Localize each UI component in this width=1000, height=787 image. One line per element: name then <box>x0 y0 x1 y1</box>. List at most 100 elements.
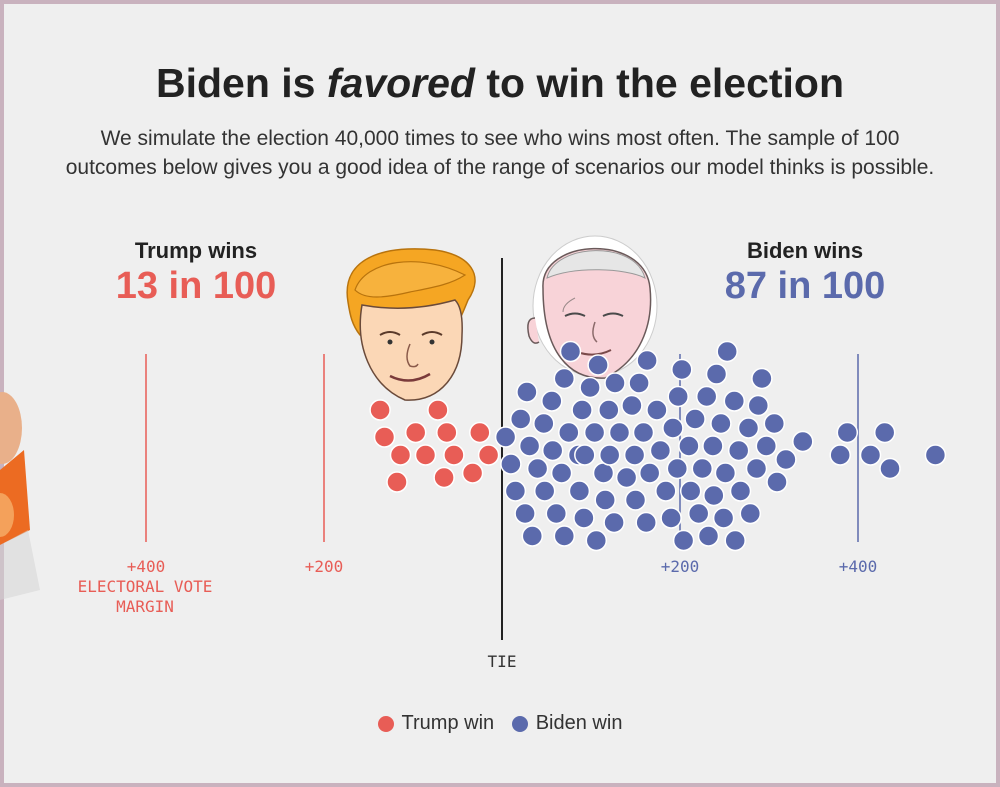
biden-outcome-dot <box>608 421 631 444</box>
biden-outcome-dot <box>649 439 672 462</box>
biden-outcome-dot <box>553 525 576 547</box>
biden-outcome-dot <box>635 511 657 534</box>
biden-outcome-dot <box>636 349 658 372</box>
biden-outcome-dot <box>766 471 788 493</box>
biden-outcome-dot <box>666 457 689 480</box>
biden-outcome-dot <box>792 430 814 453</box>
biden-outcome-dot <box>504 480 527 502</box>
biden-outcome-dot <box>697 525 720 547</box>
tick-label-biden-200: +200 <box>661 557 700 576</box>
biden-outcome-dot <box>541 390 563 412</box>
trump-outcome-dot <box>461 462 484 484</box>
biden-outcome-dot <box>646 399 668 421</box>
legend-swatch-trump <box>377 715 394 732</box>
biden-outcome-dot <box>712 507 735 529</box>
biden-outcome-dot <box>679 480 702 502</box>
biden-outcome-dot <box>745 457 768 480</box>
biden-outcome-dot <box>558 421 580 444</box>
legend-swatch-biden <box>511 715 528 732</box>
biden-outcome-dot <box>662 417 684 439</box>
trump-outcome-dot <box>443 444 465 466</box>
biden-outcome-dot <box>702 435 724 457</box>
trump-outcome-dot <box>414 444 437 466</box>
biden-outcome-dot <box>571 399 593 421</box>
biden-outcome-dot <box>518 435 541 457</box>
biden-outcome-dot <box>691 457 714 480</box>
biden-outcome-dot <box>598 399 620 421</box>
biden-outcome-dot <box>671 358 693 381</box>
biden-outcome-dot <box>716 340 738 363</box>
tick-label-trump-200: +200 <box>305 557 344 576</box>
legend-label-biden: Biden win <box>535 712 623 734</box>
trump-outcome-dot <box>389 444 412 466</box>
biden-outcome-dot <box>710 412 732 435</box>
biden-outcome-dot <box>621 394 643 417</box>
biden-outcome-dot <box>667 385 689 408</box>
biden-outcome-dot <box>604 372 626 394</box>
biden-outcome-dot <box>829 444 851 466</box>
trump-outcome-dot <box>386 471 408 493</box>
biden-outcome-dot <box>678 435 700 457</box>
biden-outcome-dot <box>695 385 718 408</box>
outcome-dots <box>369 340 947 552</box>
biden-outcome-dot <box>598 444 621 466</box>
trump-outcome-dot <box>369 399 391 421</box>
biden-odds: 87 in 100 <box>724 265 886 307</box>
biden-outcome-dot <box>533 480 556 502</box>
biden-outcome-dot <box>628 372 650 394</box>
biden-outcome-dot <box>739 502 762 525</box>
biden-outcome-dot <box>729 480 752 502</box>
biden-outcome-dot <box>585 529 608 552</box>
biden-outcome-dot <box>526 457 549 480</box>
biden-outcome-dot <box>574 444 596 466</box>
biden-outcome-dot <box>638 462 661 484</box>
biden-outcome-dot <box>763 412 786 435</box>
partial-illustration-icon <box>0 392 40 600</box>
biden-outcome-dot <box>724 529 746 552</box>
legend-item-trump: Trump win <box>377 712 495 735</box>
biden-outcome-dot <box>727 439 750 462</box>
biden-outcome-dot <box>521 525 544 547</box>
biden-outcome-dot <box>632 421 655 444</box>
biden-outcome-dot <box>541 439 564 462</box>
biden-outcome-dot <box>775 448 797 471</box>
biden-outcome-dot <box>623 444 646 466</box>
tick-labels: +400 +200 +200 +400 <box>127 557 878 576</box>
biden-outcome-dot <box>494 426 517 448</box>
legend-label-trump: Trump win <box>401 712 495 734</box>
biden-outcome-dot <box>587 354 609 376</box>
biden-outcome-dot <box>703 484 725 507</box>
axis-title-line2: MARGIN <box>116 597 174 616</box>
trump-outcome-dot <box>404 421 427 444</box>
biden-outcome-dot <box>755 435 778 457</box>
trump-outcome-dot <box>469 421 491 444</box>
legend-item-biden: Biden win <box>511 712 623 735</box>
trump-odds: 13 in 100 <box>115 265 277 307</box>
trump-outcome-dot <box>433 466 455 489</box>
tick-label-biden-400: +400 <box>839 557 878 576</box>
biden-outcome-dot <box>594 489 616 511</box>
biden-outcome-dot <box>568 480 591 502</box>
tie-label: TIE <box>488 652 517 671</box>
biden-outcome-dot <box>751 367 773 390</box>
trump-outcome-dot <box>477 444 500 466</box>
page-subtitle: We simulate the election 40,000 times to… <box>65 127 935 179</box>
biden-outcome-dot <box>655 480 677 502</box>
biden-outcome-dot <box>550 462 573 484</box>
biden-outcome-dot <box>553 367 576 390</box>
biden-wins-label: Biden wins 87 in 100 <box>705 238 905 308</box>
biden-outcome-dot <box>583 421 606 444</box>
trump-wins-heading: Trump wins <box>134 238 258 263</box>
biden-outcome-dot <box>723 390 746 412</box>
biden-outcome-dot <box>836 421 859 444</box>
trump-outcome-dot <box>373 426 396 448</box>
trump-outcome-dot <box>436 421 458 444</box>
biden-wins-heading: Biden wins <box>746 238 864 263</box>
biden-outcome-dot <box>545 502 568 525</box>
biden-outcome-dot <box>573 507 595 529</box>
biden-outcome-dot <box>859 444 882 466</box>
biden-outcome-dot <box>879 457 901 480</box>
page-title: Biden is favored to win the election <box>155 60 845 106</box>
biden-outcome-dot <box>747 394 770 417</box>
